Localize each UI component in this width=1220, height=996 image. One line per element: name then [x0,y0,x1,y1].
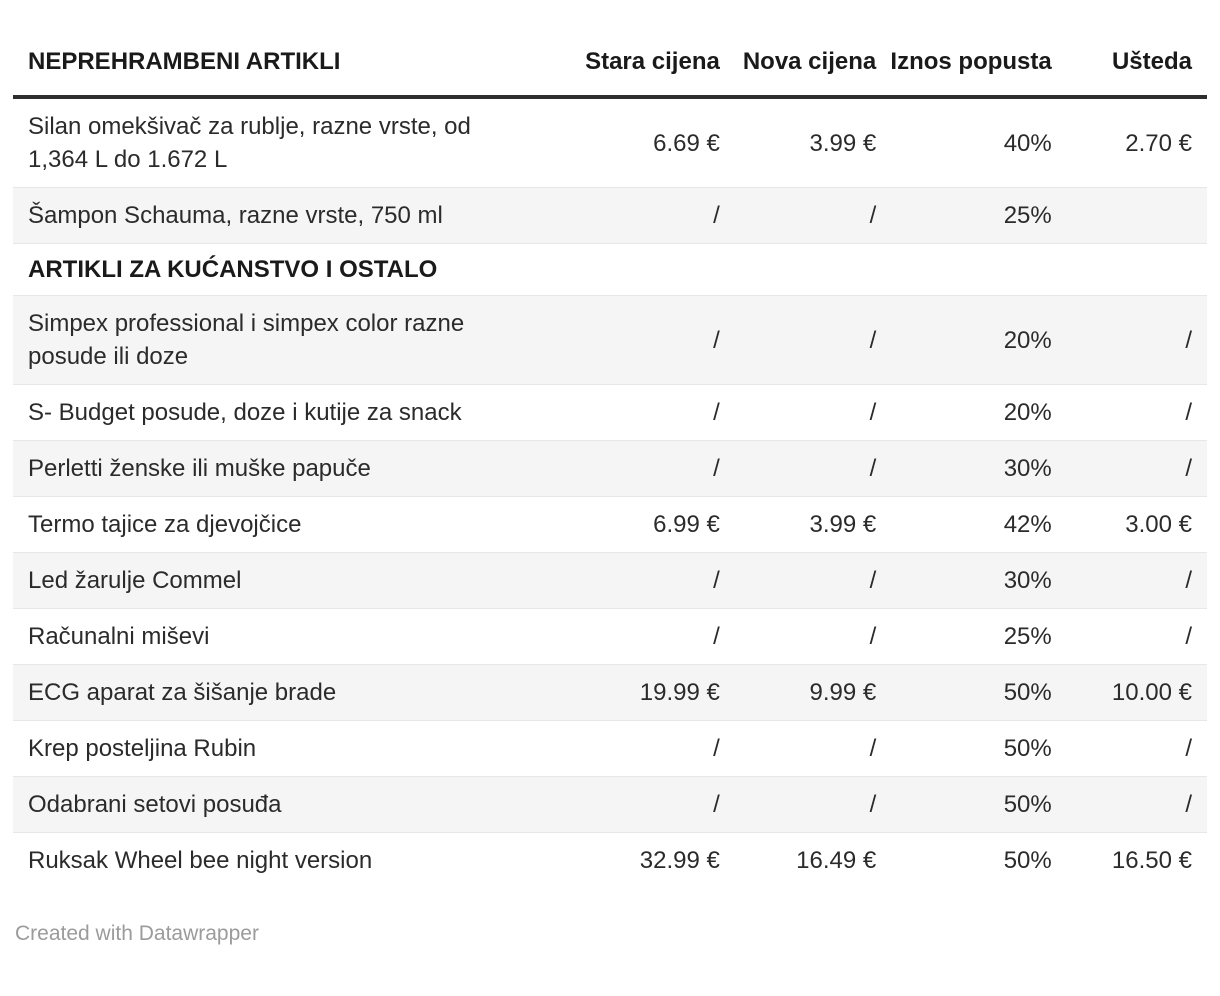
cell-value: 9.99 € [809,679,877,706]
cell-value: 2.70 € [1125,129,1192,157]
item-name: Računalni miševi [28,623,210,650]
cell-value: 16.50 € [1111,847,1192,874]
section-title: ARTIKLI ZA KUĆANSTVO I OSTALO [28,256,438,283]
cell-value: / [869,567,877,594]
cell-value: / [869,455,877,482]
cell-value: 25% [1003,623,1052,650]
cell-value: / [713,326,720,354]
item-name: Šampon Schauma, razne vrste, 750 ml [28,202,443,229]
table-row: Odabrani setovi posuđa / / 50% / [13,776,1207,833]
cell-value: 30% [1003,455,1052,482]
item-name: Perletti ženske ili muške papuče [28,455,371,482]
item-name: Termo tajice za djevojčice [28,511,302,538]
cell-value: 3.99 € [809,129,877,157]
table-header: NEPREHRAMBENI ARTIKLI Stara cijena Nova … [13,44,1207,97]
cell-value: 50% [1003,679,1052,706]
cell-value: 6.69 € [653,129,720,157]
cell-value: 20% [1003,326,1052,354]
cell-value: / [1185,326,1192,354]
item-name: Simpex professional i simpex color razne… [28,310,465,370]
cell-value [1052,188,1207,244]
cell-value: 19.99 € [639,679,720,706]
column-header-nova-cijena: Nova cijena [742,48,877,75]
cell-value: / [1185,455,1192,482]
datawrapper-credit[interactable]: Created with Datawrapper [15,922,259,945]
cell-value: 3.99 € [809,511,877,538]
cell-value: / [713,791,720,818]
cell-value: 30% [1003,567,1052,594]
cell-value: / [1185,735,1192,762]
item-name: Odabrani setovi posuđa [28,791,282,818]
cell-value: 25% [1003,202,1052,229]
cell-value: / [713,567,720,594]
section-header-row: ARTIKLI ZA KUĆANSTVO I OSTALO [13,243,1207,296]
cell-value: 50% [1003,735,1052,762]
table-row: Šampon Schauma, razne vrste, 750 ml / / 25% [13,187,1207,244]
cell-value: / [1185,567,1192,594]
cell-value: / [713,399,720,426]
table-row: Perletti ženske ili muške papuče / / 30% / [13,440,1207,497]
cell-value: / [713,623,720,650]
table-row: Simpex professional i simpex color razne… [13,295,1207,385]
table-row: Računalni miševi / / 25% / [13,608,1207,665]
cell-value: 42% [1003,511,1052,538]
item-name: S- Budget posude, doze i kutije za snack [28,399,462,426]
column-header-usteda: Ušteda [1111,48,1192,75]
cell-value: / [869,202,877,229]
cell-value: / [713,202,720,229]
table-row: ECG aparat za šišanje brade 19.99 € 9.99 €… [13,664,1207,721]
cell-value: / [713,735,720,762]
cell-value: 10.00 € [1111,679,1192,706]
cell-value: 40% [1003,129,1052,157]
item-name: Krep posteljina Rubin [28,735,257,762]
cell-value: / [869,735,877,762]
cell-value: 50% [1003,791,1052,818]
cell-value: / [1185,791,1192,818]
cell-value: / [1185,623,1192,650]
header-row: NEPREHRAMBENI ARTIKLI Stara cijena Nova … [13,44,1207,97]
datawrapper-table-page: NEPREHRAMBENI ARTIKLI Stara cijena Nova … [13,44,1207,945]
cell-value: / [869,399,877,426]
discount-table: NEPREHRAMBENI ARTIKLI Stara cijena Nova … [13,44,1207,888]
cell-value: 6.99 € [653,511,720,538]
table-row: S- Budget posude, doze i kutije za snack… [13,384,1207,441]
cell-value: / [869,623,877,650]
item-name: Silan omekšivač za rublje, razne vrste, … [28,113,471,173]
table-row: Krep posteljina Rubin / / 50% / [13,720,1207,777]
table-row: Silan omekšivač za rublje, razne vrste, … [13,97,1207,188]
table-row: Termo tajice za djevojčice 6.99 € 3.99 € 42… [13,496,1207,553]
cell-value: / [1185,399,1192,426]
column-header-iznos-popusta: Iznos popusta [890,48,1052,75]
cell-value: 20% [1003,399,1052,426]
table-row: Led žarulje Commel / / 30% / [13,552,1207,609]
cell-value: / [713,455,720,482]
cell-value: / [869,791,877,818]
cell-value: / [869,326,877,354]
column-header-stara-cijena: Stara cijena [585,48,720,75]
item-name: Led žarulje Commel [28,567,242,594]
cell-value: 16.49 € [796,847,877,874]
item-name: ECG aparat za šišanje brade [28,679,337,706]
table-body: Silan omekšivač za rublje, razne vrste, … [13,97,1207,888]
cell-value: 50% [1003,847,1052,874]
item-name: Ruksak Wheel bee night version [28,847,373,874]
column-header-items: NEPREHRAMBENI ARTIKLI [28,48,341,75]
cell-value: 3.00 € [1125,511,1192,538]
table-row: Ruksak Wheel bee night version 32.99 € 16.… [13,832,1207,889]
cell-value: 32.99 € [639,847,720,874]
